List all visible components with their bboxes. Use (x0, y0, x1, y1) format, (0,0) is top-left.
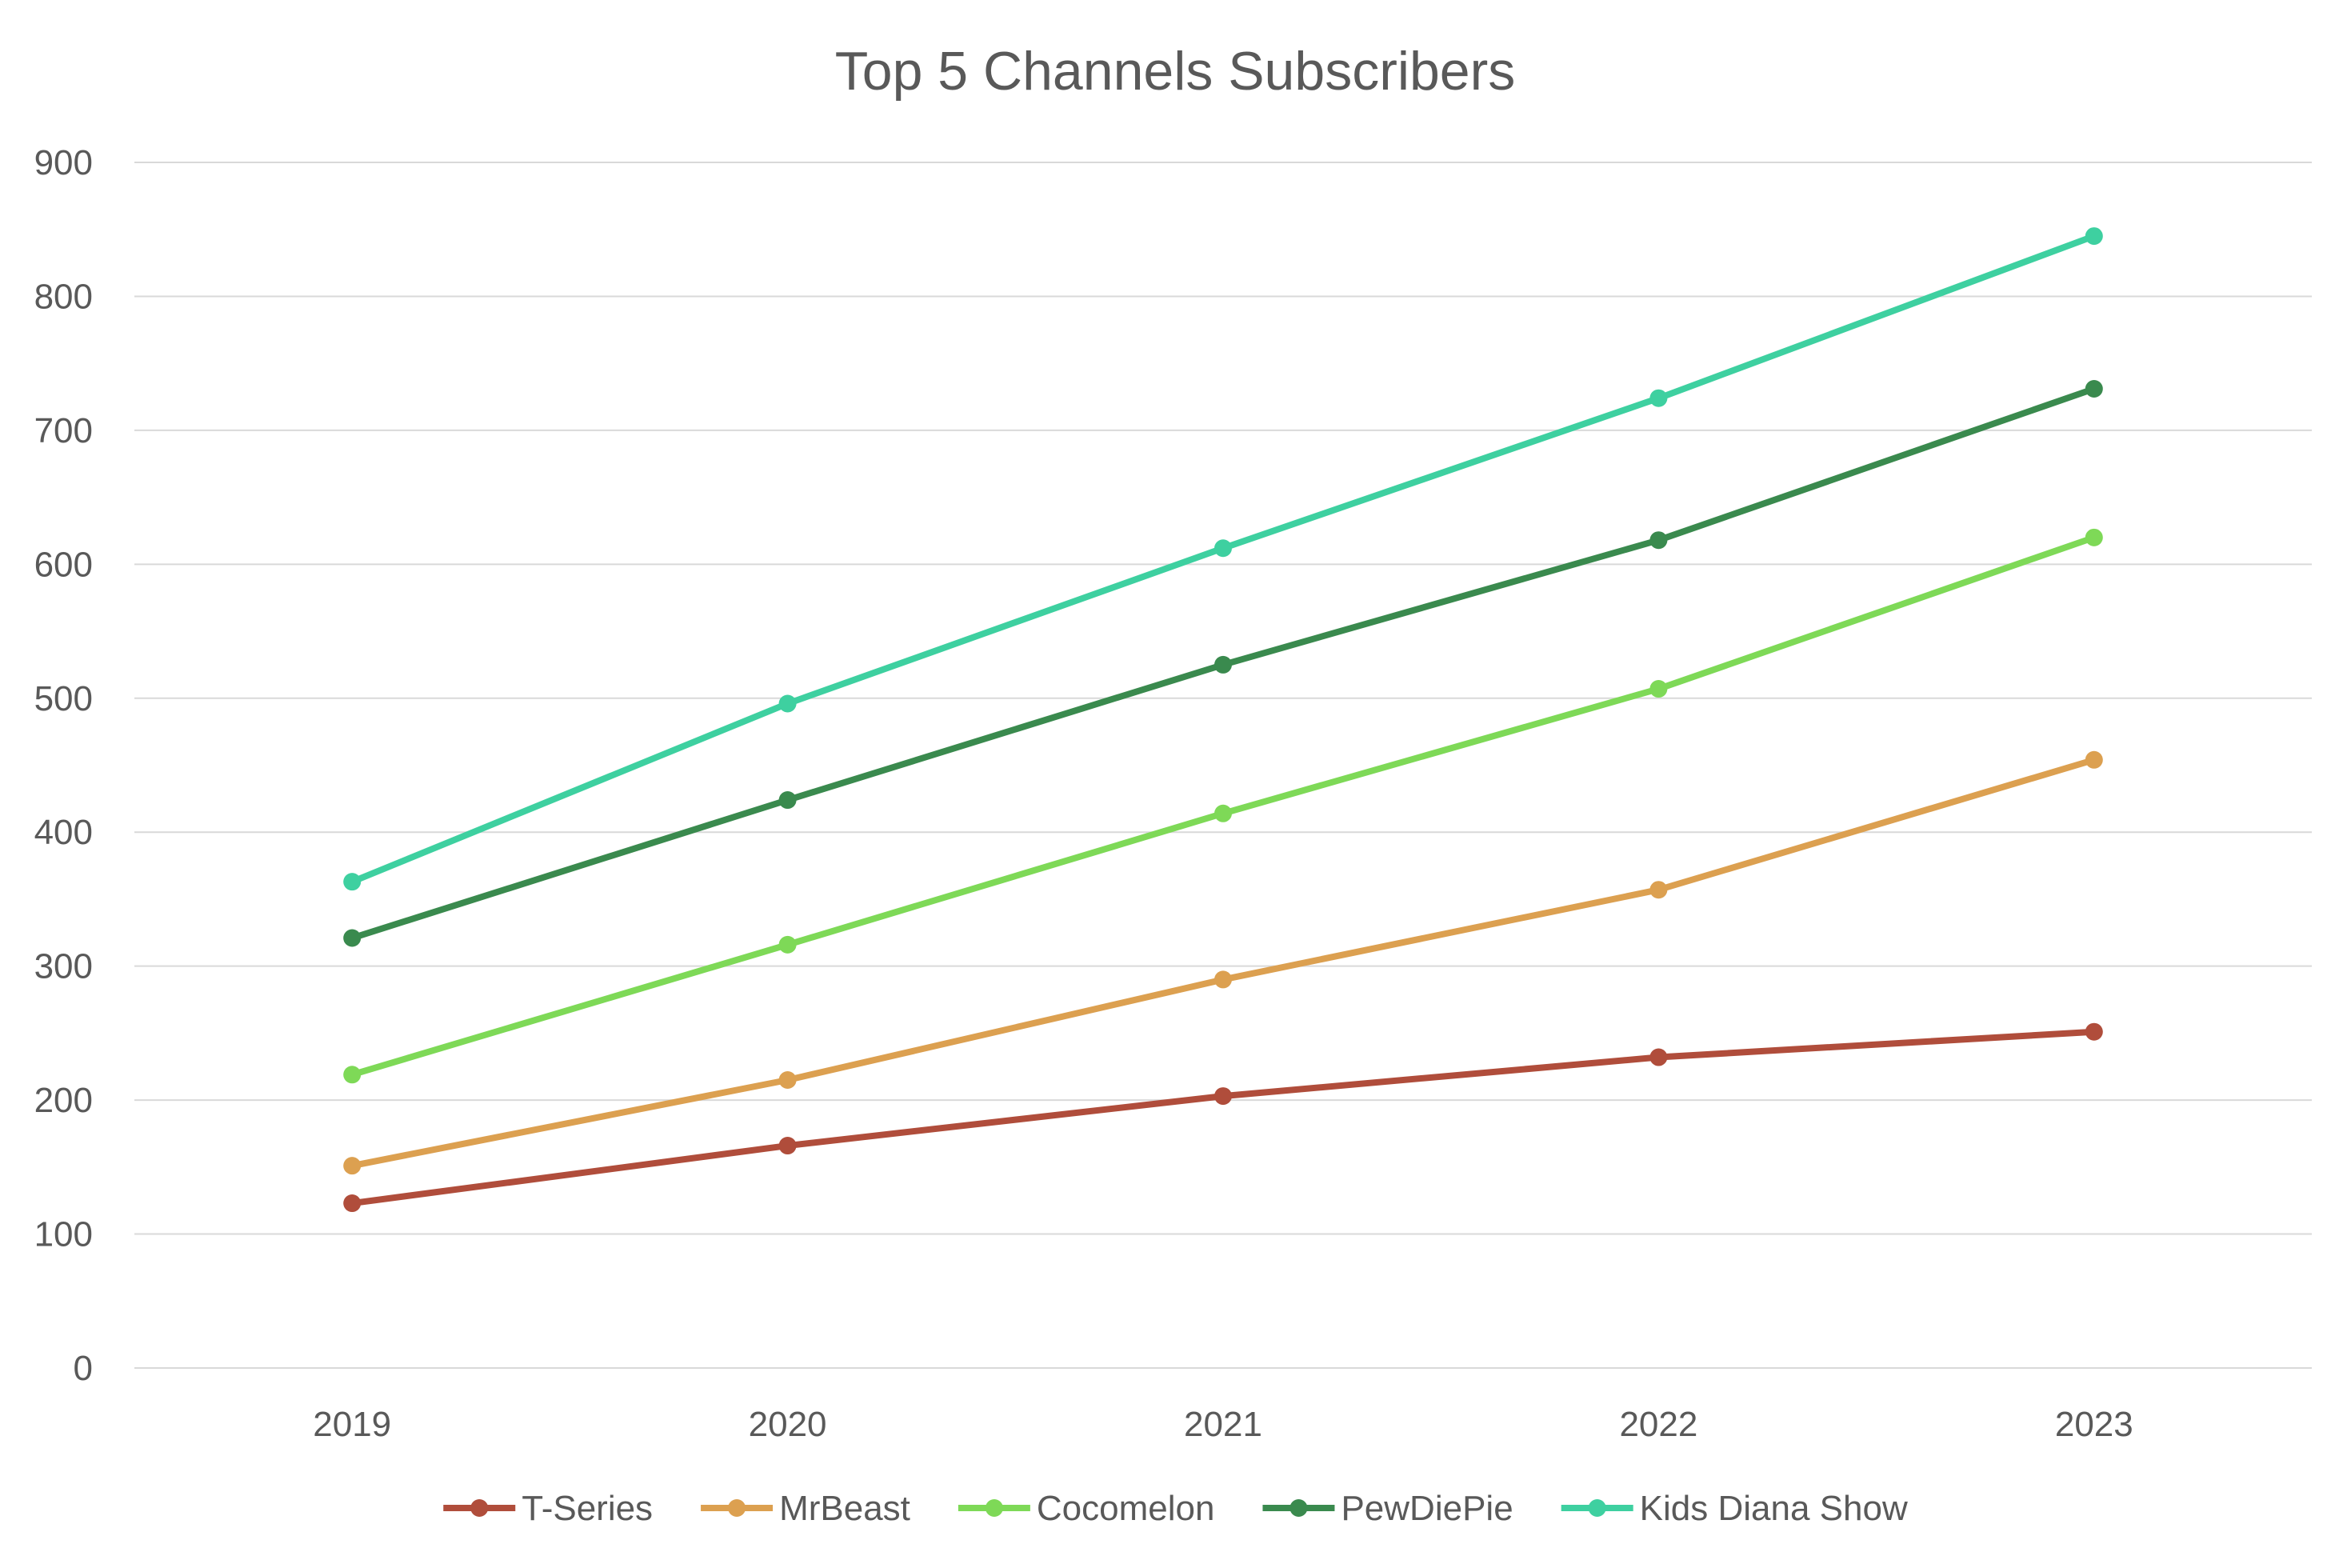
y-tick-label: 900 (34, 143, 93, 182)
chart-title: Top 5 Channels Subscribers (835, 41, 1515, 102)
legend-label: MrBeast (779, 1489, 910, 1528)
gridlines (134, 162, 2312, 1369)
data-point-pewdiepie (1649, 531, 1668, 550)
series-mrbeast (343, 750, 2103, 1175)
series-cocomelon (343, 528, 2103, 1084)
x-tick-label: 2019 (313, 1405, 391, 1444)
data-point-cocomelon (1214, 804, 1232, 822)
legend-label: T-Series (522, 1489, 653, 1528)
series-pewdiepie (343, 379, 2103, 947)
y-tick-label: 500 (34, 679, 93, 718)
legend-swatch-marker (470, 1499, 489, 1517)
data-point-kids-diana-show (778, 694, 797, 713)
y-tick-label: 700 (34, 411, 93, 450)
legend-item-cocomelon: Cocomelon (958, 1489, 1215, 1528)
data-point-t-series (778, 1137, 797, 1155)
series-lines (343, 227, 2103, 1213)
legend-label: PewDiePie (1341, 1489, 1513, 1528)
x-axis-ticks: 2019 2020 2021 2022 2023 (313, 1405, 2133, 1444)
data-point-pewdiepie (1214, 655, 1232, 674)
x-tick-label: 2021 (1184, 1405, 1262, 1444)
data-point-cocomelon (2085, 528, 2103, 546)
y-tick-label: 600 (34, 545, 93, 584)
data-point-t-series (2085, 1022, 2103, 1041)
data-point-t-series (1214, 1087, 1232, 1106)
data-point-cocomelon (343, 1066, 362, 1084)
data-point-pewdiepie (2085, 379, 2103, 398)
x-tick-label: 2023 (2055, 1405, 2133, 1444)
data-point-pewdiepie (343, 929, 362, 947)
legend-swatch-marker (728, 1499, 746, 1517)
legend-swatch-marker (1289, 1499, 1308, 1517)
data-point-cocomelon (778, 935, 797, 954)
data-point-mrbeast (2085, 750, 2103, 769)
data-point-mrbeast (778, 1070, 797, 1089)
legend-swatch-marker (985, 1499, 1003, 1517)
legend-item-t-series: T-Series (443, 1489, 653, 1528)
data-point-mrbeast (1214, 970, 1232, 989)
legend-item-kids-diana-show: Kids Diana Show (1561, 1489, 1908, 1528)
x-tick-label: 2022 (1619, 1405, 1697, 1444)
data-point-kids-diana-show (2085, 227, 2103, 246)
series-line-kids-diana-show (349, 233, 2097, 886)
y-tick-label: 100 (34, 1215, 93, 1254)
y-tick-label: 0 (74, 1349, 93, 1388)
y-tick-label: 200 (34, 1081, 93, 1120)
data-point-t-series (343, 1194, 362, 1213)
data-point-kids-diana-show (343, 873, 362, 891)
y-tick-label: 300 (34, 947, 93, 986)
data-point-cocomelon (1649, 680, 1668, 698)
x-tick-label: 2020 (749, 1405, 827, 1444)
y-axis-ticks: 0 100 200 300 400 500 600 700 800 900 (34, 143, 93, 1388)
y-tick-label: 800 (34, 277, 93, 316)
legend-label: Kids Diana Show (1640, 1489, 1908, 1528)
legend: T-Series MrBeast Cocomelon PewDiePie Kids Di… (443, 1489, 1908, 1528)
data-point-mrbeast (1649, 881, 1668, 899)
data-point-kids-diana-show (1214, 539, 1232, 558)
legend-label: Cocomelon (1037, 1489, 1215, 1528)
legend-item-mrbeast: MrBeast (701, 1489, 910, 1528)
series-kids-diana-show (343, 227, 2103, 891)
y-tick-label: 400 (34, 813, 93, 852)
data-point-pewdiepie (778, 791, 797, 810)
data-point-t-series (1649, 1048, 1668, 1066)
series-t-series (343, 1022, 2103, 1213)
legend-item-pewdiepie: PewDiePie (1262, 1489, 1513, 1528)
data-point-kids-diana-show (1649, 389, 1668, 407)
data-point-mrbeast (343, 1157, 362, 1175)
legend-swatch-marker (1588, 1499, 1606, 1517)
